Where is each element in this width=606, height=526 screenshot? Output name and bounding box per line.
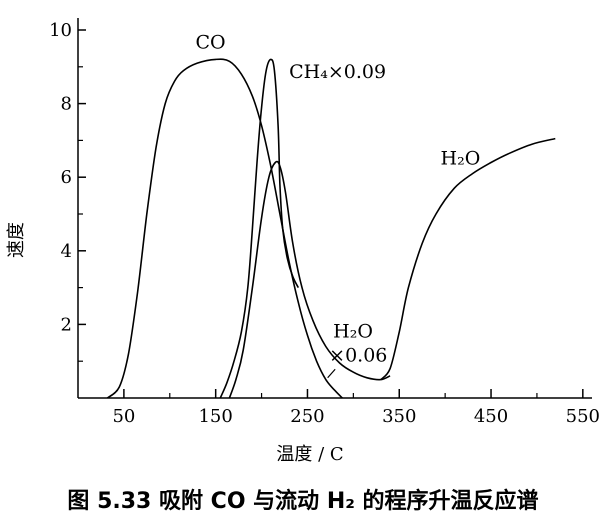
y-tick-label: 4 — [61, 241, 72, 262]
x-ticks: 50 150 250 350 450 550 — [112, 389, 600, 427]
x-tick-label: 50 — [112, 406, 135, 427]
series-label-3: H₂O ×0.06 — [329, 320, 387, 366]
series-line-1 — [106, 58, 343, 399]
y-tick-label: 8 — [61, 94, 72, 115]
y-tick-label: 2 — [61, 314, 72, 335]
series-label-4: H₂O — [441, 147, 481, 169]
y-ticks: 2 4 6 8 10 — [49, 20, 86, 362]
x-tick-label: 350 — [382, 406, 416, 427]
figure-caption: 图 5.33 吸附 CO 与流动 H₂ 的程序升温反应谱 — [67, 488, 538, 514]
x-axis-label: 温度 / C — [276, 444, 343, 465]
chart-axes — [77, 18, 592, 399]
y-tick-label: 10 — [49, 20, 72, 41]
y-tick-label: 6 — [61, 167, 72, 188]
y-axis-label: 速度 — [6, 222, 27, 258]
x-tick-label: 150 — [198, 406, 232, 427]
series-line-3 — [228, 160, 391, 399]
series-label-1: CO — [195, 31, 225, 53]
x-tick-label: 450 — [474, 406, 508, 427]
series-line-2 — [219, 58, 300, 399]
x-tick-label: 550 — [566, 406, 600, 427]
x-tick-label: 250 — [290, 406, 324, 427]
series-labels: CO CH₄×0.09 H₂O ×0.06 H₂O — [195, 31, 481, 379]
series-line-4 — [380, 137, 556, 381]
series-layer — [106, 58, 556, 399]
label-leader-line — [327, 368, 336, 379]
series-label-2: CH₄×0.09 — [289, 61, 386, 83]
